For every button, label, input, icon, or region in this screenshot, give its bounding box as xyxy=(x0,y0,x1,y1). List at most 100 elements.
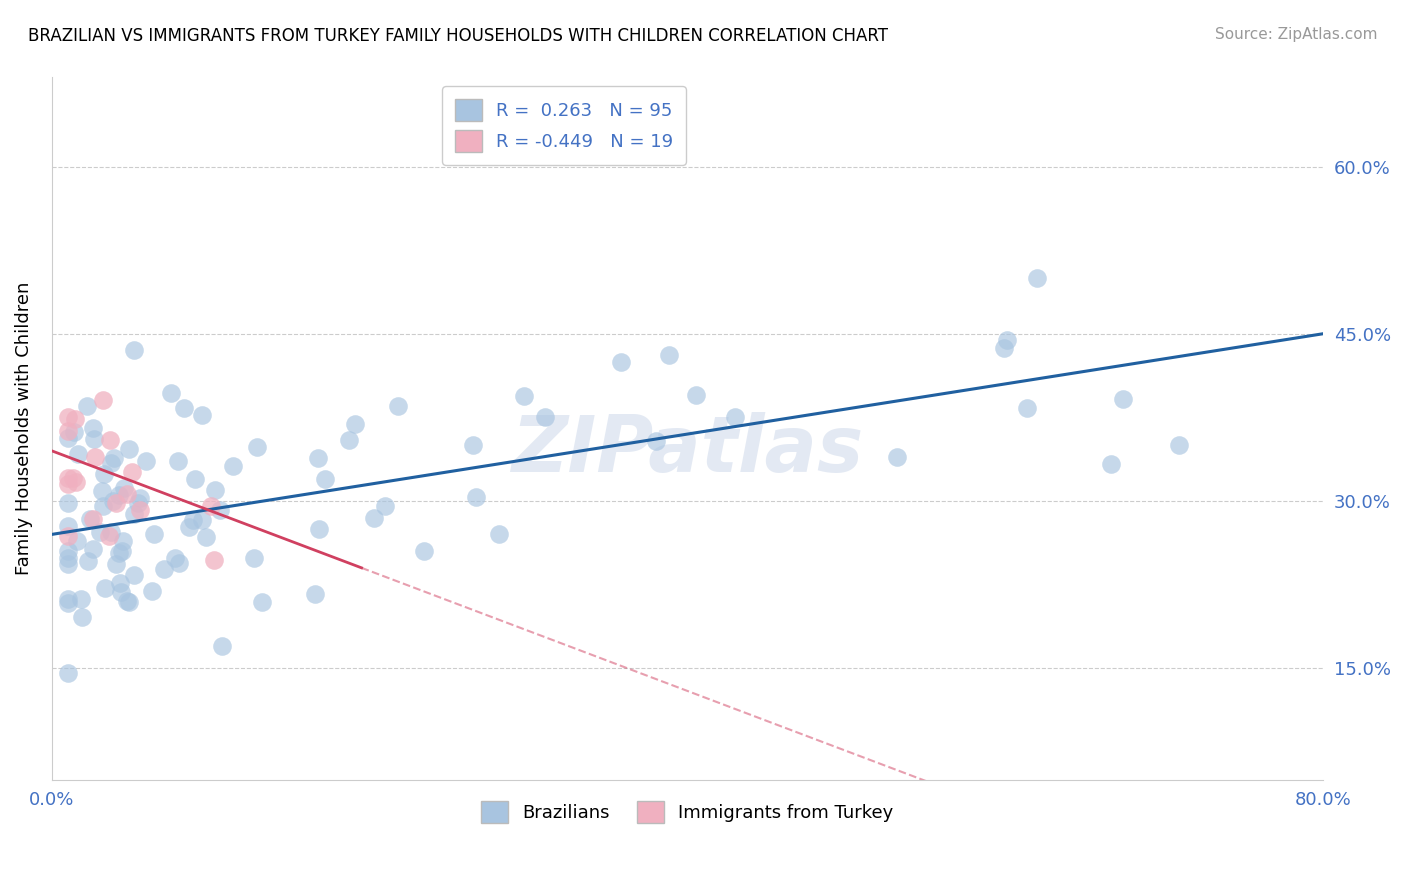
Point xyxy=(111,534,134,549)
Point xyxy=(56,596,79,610)
Point xyxy=(56,550,79,565)
Point xyxy=(93,467,115,482)
Point xyxy=(209,503,232,517)
Point xyxy=(128,502,150,516)
Point xyxy=(63,425,86,439)
Point xyxy=(1167,437,1189,451)
Point xyxy=(200,500,222,514)
Text: ZIPatlas: ZIPatlas xyxy=(512,411,863,488)
Point xyxy=(115,594,138,608)
Point xyxy=(344,417,367,431)
Point xyxy=(363,510,385,524)
Point xyxy=(141,583,163,598)
Point xyxy=(339,434,361,448)
Point xyxy=(173,401,195,416)
Point xyxy=(100,524,122,539)
Point xyxy=(124,343,146,357)
Point xyxy=(82,511,104,525)
Point xyxy=(222,459,245,474)
Point xyxy=(82,542,104,557)
Point xyxy=(644,434,666,449)
Point xyxy=(56,477,79,491)
Point xyxy=(314,471,336,485)
Point xyxy=(152,562,174,576)
Point xyxy=(104,557,127,571)
Point xyxy=(108,546,131,560)
Point xyxy=(94,582,117,596)
Point xyxy=(63,412,86,426)
Point xyxy=(488,526,510,541)
Point xyxy=(89,525,111,540)
Point xyxy=(65,475,87,490)
Point xyxy=(56,543,79,558)
Point xyxy=(91,499,114,513)
Point xyxy=(101,494,124,508)
Point xyxy=(142,527,165,541)
Point xyxy=(56,431,79,445)
Point xyxy=(56,424,79,438)
Point xyxy=(83,432,105,446)
Point xyxy=(609,355,631,369)
Point xyxy=(308,522,330,536)
Point xyxy=(91,392,114,407)
Point xyxy=(181,513,204,527)
Point xyxy=(62,470,84,484)
Point xyxy=(56,529,79,543)
Text: BRAZILIAN VS IMMIGRANTS FROM TURKEY FAMILY HOUSEHOLDS WITH CHILDREN CORRELATION : BRAZILIAN VS IMMIGRANTS FROM TURKEY FAMI… xyxy=(28,27,889,45)
Point xyxy=(121,465,143,479)
Point xyxy=(243,550,266,565)
Point xyxy=(129,491,152,506)
Point xyxy=(56,496,79,510)
Point xyxy=(91,484,114,499)
Point xyxy=(685,388,707,402)
Point xyxy=(127,496,149,510)
Point xyxy=(1099,457,1122,471)
Point xyxy=(250,595,273,609)
Point xyxy=(1015,401,1038,416)
Point xyxy=(1112,392,1135,407)
Point xyxy=(204,483,226,498)
Point xyxy=(886,450,908,464)
Point xyxy=(76,554,98,568)
Point xyxy=(513,389,536,403)
Point xyxy=(304,587,326,601)
Point xyxy=(413,543,436,558)
Point xyxy=(79,512,101,526)
Point xyxy=(211,639,233,653)
Point xyxy=(107,488,129,502)
Point xyxy=(70,591,93,606)
Point xyxy=(195,530,218,544)
Point xyxy=(112,481,135,495)
Point xyxy=(115,487,138,501)
Point xyxy=(658,347,681,361)
Point xyxy=(84,450,107,464)
Point xyxy=(103,451,125,466)
Point xyxy=(374,499,396,513)
Point xyxy=(118,442,141,456)
Point xyxy=(110,585,132,599)
Point xyxy=(56,557,79,571)
Point xyxy=(245,440,267,454)
Point xyxy=(160,386,183,401)
Text: Source: ZipAtlas.com: Source: ZipAtlas.com xyxy=(1215,27,1378,42)
Point xyxy=(993,341,1015,355)
Point xyxy=(98,529,121,543)
Point xyxy=(98,434,121,448)
Point xyxy=(387,399,409,413)
Point xyxy=(70,610,93,624)
Point xyxy=(533,410,555,425)
Point xyxy=(179,520,201,534)
Point xyxy=(56,519,79,533)
Point xyxy=(100,456,122,470)
Point xyxy=(308,451,330,466)
Point xyxy=(56,471,79,485)
Point xyxy=(66,534,89,549)
Point xyxy=(995,333,1018,347)
Point xyxy=(118,595,141,609)
Point xyxy=(58,410,80,425)
Point xyxy=(183,472,205,486)
Point xyxy=(108,576,131,591)
Point xyxy=(56,666,79,681)
Point xyxy=(724,410,747,425)
Point xyxy=(191,409,214,423)
